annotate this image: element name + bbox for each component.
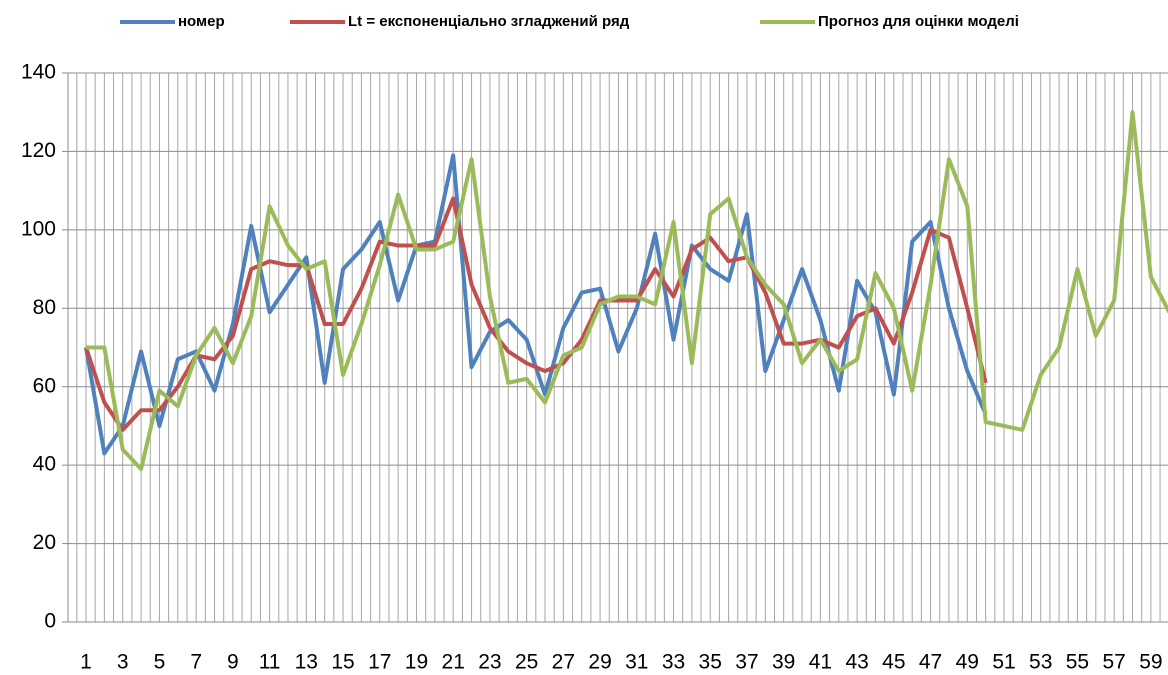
y-tick-label: 40 xyxy=(33,453,56,476)
x-tick-label: 23 xyxy=(478,651,501,674)
y-tick-label: 20 xyxy=(33,531,56,554)
x-tick-label: 27 xyxy=(552,651,575,674)
x-tick-label: 25 xyxy=(515,651,538,674)
x-tick-label: 51 xyxy=(992,651,1015,674)
x-tick-label: 13 xyxy=(295,651,318,674)
x-tick-label: 11 xyxy=(259,651,281,674)
x-tick-label: 29 xyxy=(588,651,611,674)
x-tick-label: 45 xyxy=(882,651,905,674)
x-tick-label: 3 xyxy=(117,651,129,674)
x-tick-label: 35 xyxy=(699,651,722,674)
x-tick-label: 49 xyxy=(956,651,979,674)
x-tick-label: 15 xyxy=(331,651,354,674)
x-tick-label: 47 xyxy=(919,651,942,674)
legend-label: Прогноз для оцінки моделі xyxy=(818,13,1019,30)
x-tick-label: 55 xyxy=(1066,651,1089,674)
line-series xyxy=(84,196,988,432)
x-tick-label: 43 xyxy=(845,651,868,674)
x-tick-label: 39 xyxy=(772,651,795,674)
legend-label: номер xyxy=(178,13,225,30)
x-tick-label: 19 xyxy=(405,651,428,674)
x-tick-label: 57 xyxy=(1102,651,1125,674)
y-tick-label: 0 xyxy=(44,610,56,633)
x-tick-label: 7 xyxy=(190,651,202,674)
y-tick-label: 60 xyxy=(33,374,56,397)
x-tick-label: 21 xyxy=(442,651,465,674)
plot xyxy=(84,110,1168,472)
y-tick-label: 140 xyxy=(21,61,56,84)
x-tick-label: 53 xyxy=(1029,651,1052,674)
x-tick-label: 17 xyxy=(368,651,391,674)
x-tick-label: 59 xyxy=(1139,651,1162,674)
legend-label: Lt = експоненціально згладжений ряд xyxy=(348,13,630,30)
x-tick-label: 33 xyxy=(662,651,685,674)
x-tick-label: 37 xyxy=(735,651,758,674)
x-tick-label: 5 xyxy=(154,651,166,674)
y-tick-label: 120 xyxy=(21,139,56,162)
line-series xyxy=(86,110,1168,472)
x-tick-label: 31 xyxy=(625,651,648,674)
y-tick-label: 80 xyxy=(33,296,56,319)
y-tick-label: 100 xyxy=(21,217,56,240)
x-tick-label: 41 xyxy=(809,651,832,674)
x-tick-label: 1 xyxy=(80,651,92,674)
x-tick-label: 9 xyxy=(227,651,239,674)
